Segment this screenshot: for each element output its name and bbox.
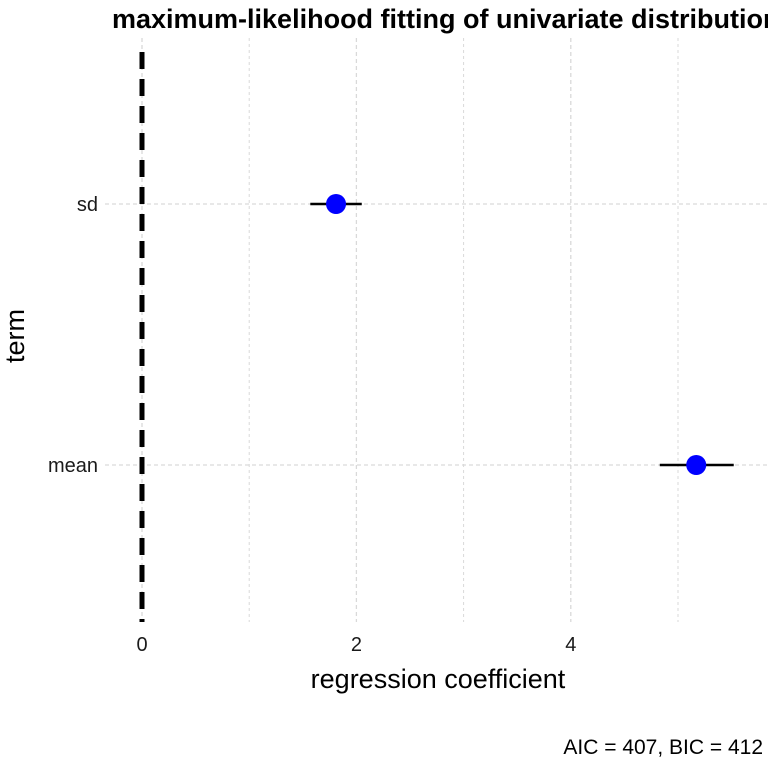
x-tick-label: 0 — [136, 634, 147, 656]
x-tick-labels: 0 2 4 — [136, 634, 576, 656]
estimate-point-sd — [326, 194, 347, 214]
y-tick-labels: mean sd — [48, 194, 98, 477]
major-gridlines — [105, 38, 768, 622]
caption: AIC = 407, BIC = 412 — [563, 736, 763, 759]
x-tick-label: 2 — [351, 634, 362, 656]
x-axis-title: regression coefficient — [311, 664, 566, 694]
x-tick-label: 4 — [565, 634, 576, 656]
chart-title: maximum-likelihood fitting of univariate… — [112, 4, 768, 34]
point-range-marks — [310, 194, 734, 475]
y-tick-label-mean: mean — [48, 455, 98, 477]
minor-gridlines — [248, 38, 679, 622]
y-tick-label-sd: sd — [77, 194, 98, 216]
estimate-point-mean — [686, 455, 707, 475]
y-axis-title: term — [0, 309, 30, 363]
